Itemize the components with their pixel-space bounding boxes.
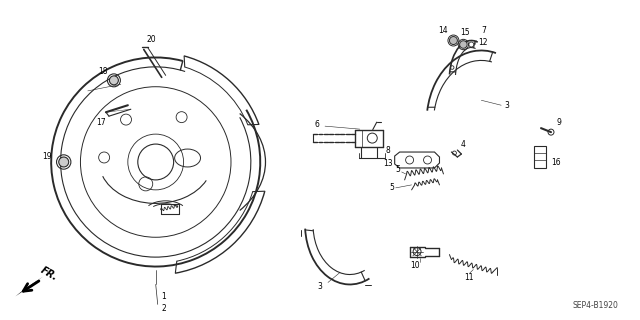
Text: 9: 9 (557, 118, 561, 127)
Text: 1: 1 (161, 292, 166, 301)
Text: 13: 13 (383, 159, 392, 169)
Text: 18: 18 (99, 67, 108, 76)
Circle shape (460, 41, 467, 48)
Text: 6: 6 (315, 120, 319, 129)
Circle shape (59, 157, 68, 167)
Text: 12: 12 (479, 38, 488, 47)
Text: 3: 3 (505, 101, 509, 110)
Text: 2: 2 (161, 304, 166, 313)
Text: 11: 11 (465, 273, 474, 282)
Text: 7: 7 (481, 26, 486, 35)
Polygon shape (15, 276, 44, 296)
Text: 15: 15 (461, 28, 470, 37)
Text: 17: 17 (96, 118, 106, 127)
Text: 10: 10 (410, 261, 419, 270)
Text: FR.: FR. (39, 265, 60, 283)
Text: 16: 16 (551, 158, 561, 167)
Text: 4: 4 (461, 140, 466, 148)
Text: 5: 5 (389, 183, 394, 192)
Bar (534, 146, 546, 168)
Text: 8: 8 (385, 146, 390, 155)
Text: 3: 3 (317, 282, 323, 291)
Text: 19: 19 (42, 151, 52, 161)
Text: SEP4-B1920: SEP4-B1920 (573, 301, 619, 310)
Text: 5: 5 (396, 165, 400, 174)
Circle shape (109, 76, 118, 85)
Circle shape (449, 36, 458, 44)
Text: 14: 14 (438, 26, 448, 35)
Text: 20: 20 (147, 35, 157, 44)
